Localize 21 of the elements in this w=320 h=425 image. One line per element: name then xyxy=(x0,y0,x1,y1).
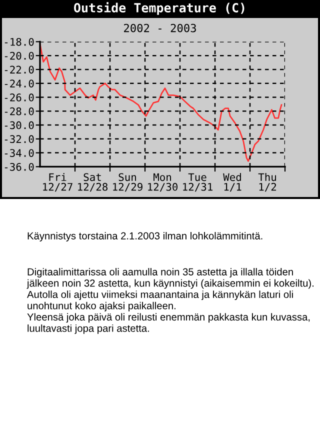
y-tick-label: -22.0 xyxy=(4,66,34,74)
x-tick-label: Thu 1/2 xyxy=(258,173,276,192)
chart-subtitle: 2002 - 2003 xyxy=(124,24,196,32)
y-tick-label: -28.0 xyxy=(4,107,34,116)
x-tick-label: Fri 12/27 xyxy=(43,173,72,192)
y-tick-label: -30.0 xyxy=(4,121,34,130)
x-tick-label: Sun 12/29 xyxy=(113,173,142,192)
text: Digitaalimittarissa oli aamulla noin 35 astetta ja illalla töiden jälkeen noin 32 astetta, kun käynnistyi (aikaisemmin ei kokeiltu). Autolla oli ajettu viimeksi maanantaina ja kännykän laturi oli unohtunut koko ajaksi paikalleen. Yleensä joka päivä oli reilusti enemmän pakkasta kun kuvassa, luultavasti jopa pari astetta. xyxy=(26,268,314,334)
y-tick-label: -20.0 xyxy=(4,52,34,60)
y-tick-label: -24.0 xyxy=(4,80,34,88)
text: Käynnistys torstaina 2.1.2003 ilman lohkolämmitintä. xyxy=(28,232,262,242)
chart-title: Outside Temperature (C) xyxy=(74,2,244,15)
y-tick-label: -36.0 xyxy=(4,162,34,171)
x-tick-label: Wed 1/1 xyxy=(223,173,242,192)
x-tick-label: Tue 12/31 xyxy=(183,173,212,192)
x-tick-label: Sat 12/28 xyxy=(78,173,108,192)
y-tick-label: -32.0 xyxy=(4,135,34,144)
y-tick-label: -34.0 xyxy=(4,149,34,157)
y-tick-label: -18.0 xyxy=(4,38,34,46)
x-tick-label: Mon 12/30 xyxy=(148,173,178,192)
y-tick-label: -26.0 xyxy=(4,94,34,102)
